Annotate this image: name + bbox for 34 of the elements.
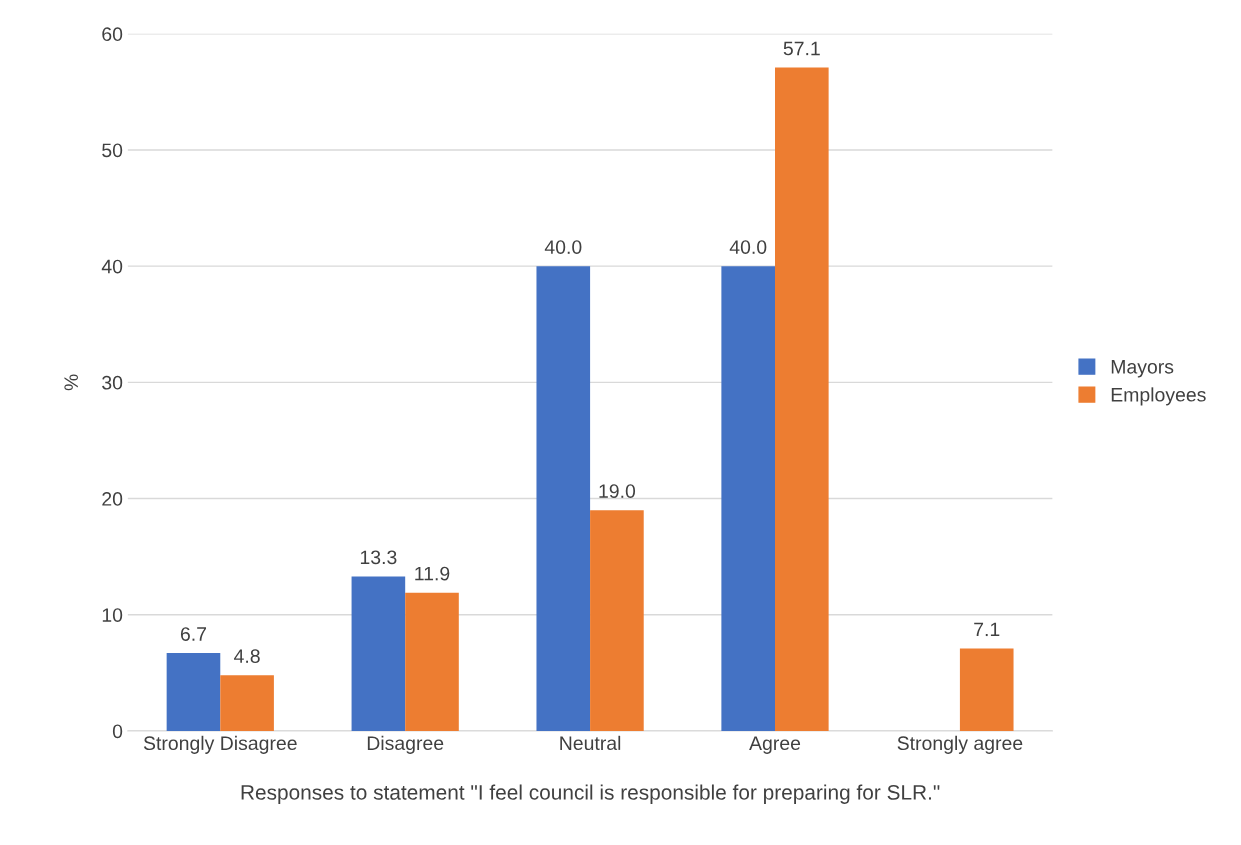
y-tick-label: 50 bbox=[102, 143, 123, 158]
legend-label: Mayors bbox=[1111, 360, 1174, 378]
bar bbox=[536, 266, 591, 731]
data-label: 7.1 bbox=[974, 622, 1000, 637]
bar bbox=[959, 648, 1014, 731]
bar bbox=[775, 67, 829, 731]
y-tick-label: 20 bbox=[102, 492, 123, 506]
x-tick-label: Neutral bbox=[560, 735, 621, 751]
x-tick-label: Strongly agree bbox=[897, 735, 1023, 754]
data-label: 6.7 bbox=[180, 627, 207, 641]
y-tick-label: 60 bbox=[102, 27, 123, 42]
data-label: 13.3 bbox=[360, 550, 397, 565]
data-label: 40.0 bbox=[729, 240, 767, 254]
y-tick-label: 10 bbox=[102, 608, 123, 622]
bar bbox=[721, 266, 775, 731]
y-tick-label: 0 bbox=[112, 724, 123, 739]
y-axis-title: % bbox=[64, 374, 78, 391]
y-tick-label: 40 bbox=[101, 259, 123, 274]
bar bbox=[351, 576, 406, 731]
x-axis-title: Responses to statement "I feel council is responsible for preparing for SLR." bbox=[241, 784, 940, 804]
data-label: 40.0 bbox=[544, 240, 582, 254]
data-label: 4.8 bbox=[234, 649, 260, 663]
data-label: 19.0 bbox=[599, 484, 636, 498]
data-label: 11.9 bbox=[415, 566, 450, 581]
bar bbox=[166, 653, 221, 731]
bar bbox=[405, 592, 459, 731]
x-tick-label: Agree bbox=[749, 736, 801, 754]
bar bbox=[220, 675, 274, 731]
x-tick-label: Strongly Disagree bbox=[143, 735, 297, 754]
y-tick-label: 30 bbox=[102, 375, 123, 390]
bar bbox=[590, 510, 644, 731]
legend-label: Employees bbox=[1111, 387, 1206, 406]
data-label: 57.1 bbox=[783, 41, 820, 56]
x-tick-label: Disagree bbox=[367, 735, 444, 754]
